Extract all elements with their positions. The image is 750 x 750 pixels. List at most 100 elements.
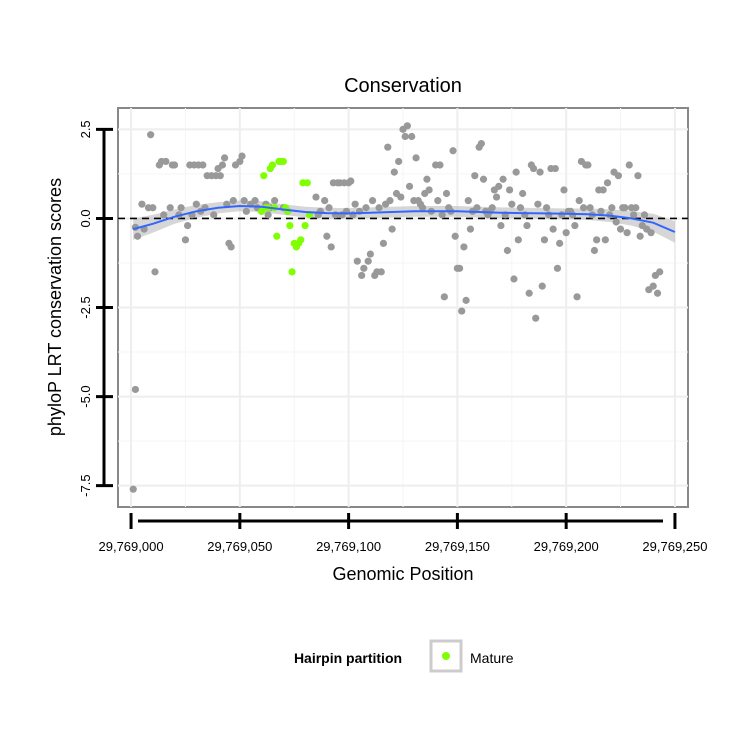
data-point-mature	[260, 172, 268, 180]
data-point-other	[558, 211, 566, 219]
x-axis: 29,769,000 29,769,050 29,769,100 29,769,150…	[99, 513, 707, 554]
data-point-other	[251, 197, 259, 205]
data-point-other	[360, 264, 368, 272]
data-point-other	[395, 157, 403, 166]
data-point-other	[323, 232, 331, 240]
x-tick-label: 29,769,200	[534, 539, 599, 554]
data-point-other	[551, 164, 559, 173]
data-point-other	[464, 197, 472, 205]
data-point-other	[471, 172, 479, 180]
data-point-other	[612, 218, 620, 226]
data-point-other	[449, 147, 457, 155]
data-point-other	[616, 225, 625, 233]
grid-lines	[118, 108, 688, 507]
data-point-other	[497, 221, 505, 230]
x-tick-label: 29,769,150	[425, 539, 490, 554]
data-point-other	[634, 172, 642, 180]
data-point-other	[368, 197, 377, 205]
data-point-other	[560, 186, 568, 194]
data-point-other	[529, 164, 538, 173]
data-point-other	[384, 143, 392, 151]
data-point-other	[460, 243, 468, 251]
x-tick-label: 29,769,100	[316, 539, 381, 554]
data-point-other	[418, 204, 427, 212]
data-point-other	[514, 236, 522, 244]
data-point-other	[221, 154, 229, 162]
data-point-other	[184, 221, 192, 230]
data-point-other	[579, 204, 588, 212]
data-point-other	[540, 236, 549, 244]
data-point-other	[210, 211, 218, 219]
data-point-other	[590, 246, 599, 255]
data-point-other	[488, 204, 496, 212]
data-point-other	[623, 229, 631, 237]
legend-label-mature: Mature	[470, 650, 514, 666]
data-point-other	[538, 282, 546, 290]
data-point-other	[375, 204, 383, 212]
data-point-other	[603, 179, 612, 187]
data-point-other	[325, 204, 333, 212]
data-point-other	[240, 197, 248, 205]
data-point-other	[630, 211, 638, 219]
x-tick-label: 29,769,000	[99, 539, 164, 554]
data-point-other	[525, 289, 533, 297]
data-point-other	[458, 307, 466, 315]
data-point-mature	[286, 221, 294, 230]
smooth-trend-line	[132, 204, 676, 233]
y-tick-label: 0.0	[78, 209, 93, 227]
data-point-other	[440, 293, 448, 301]
y-axis: 2.5 0.0 -2.5 -5.0 -7.5	[78, 120, 113, 497]
data-point-other	[397, 193, 405, 201]
data-point-other	[151, 268, 159, 276]
y-tick-label: -5.0	[78, 385, 93, 407]
data-point-other	[499, 175, 507, 183]
data-point-other	[503, 246, 512, 255]
data-point-mature	[303, 179, 311, 187]
data-point-other	[181, 236, 190, 244]
data-point-other	[571, 221, 579, 230]
data-point-other	[403, 122, 411, 130]
data-point-other	[162, 157, 170, 166]
data-point-other	[586, 204, 594, 212]
data-point-other	[170, 161, 179, 169]
data-point-other	[597, 207, 605, 215]
legend-title: Hairpin partition	[294, 650, 402, 666]
data-point-other	[656, 268, 664, 276]
data-point-other	[351, 200, 359, 208]
y-tick-label: 2.5	[78, 120, 93, 138]
data-point-other	[599, 186, 607, 194]
data-point-other	[131, 385, 140, 394]
data-point-other	[508, 200, 516, 208]
data-point-other	[218, 161, 227, 169]
data-point-other	[133, 232, 142, 240]
data-point-other	[451, 232, 459, 240]
data-point-other	[455, 264, 464, 272]
data-point-other	[312, 193, 320, 201]
legend: Hairpin partition Mature	[294, 639, 514, 673]
legend-key-mature-swatch	[442, 652, 450, 660]
chart-title: Conservation	[344, 75, 462, 97]
data-point-other	[366, 250, 374, 258]
data-point-mature	[297, 236, 305, 244]
data-point-other	[438, 211, 446, 219]
data-point-other	[477, 140, 485, 148]
data-point-other	[442, 189, 451, 198]
data-point-other	[523, 221, 531, 230]
data-point-other	[347, 177, 355, 185]
data-point-other	[238, 152, 246, 160]
data-point-other	[516, 204, 525, 212]
data-point-other	[621, 204, 629, 212]
data-point-other	[401, 132, 409, 141]
data-point-mature	[288, 268, 296, 276]
data-point-other	[353, 257, 361, 265]
data-point-other	[227, 243, 235, 251]
y-tick-label: -7.5	[78, 474, 93, 496]
data-point-other	[632, 204, 640, 212]
data-point-other	[495, 182, 503, 190]
data-point-mature	[268, 161, 277, 169]
data-point-other	[242, 207, 250, 215]
data-point-other	[177, 204, 185, 212]
data-point-other	[327, 243, 335, 251]
data-point-other	[364, 257, 372, 265]
